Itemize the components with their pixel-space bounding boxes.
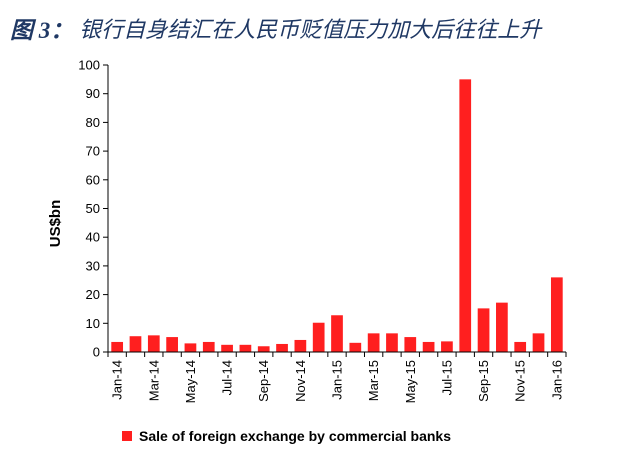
bar [221, 344, 233, 352]
bar [111, 341, 124, 352]
y-tick-label: 90 [86, 86, 100, 101]
x-tick-label: Mar-14 [146, 360, 161, 401]
x-tick-label: Sep-14 [256, 360, 271, 402]
x-tick-label: Nov-15 [513, 360, 528, 402]
y-tick-label: 60 [86, 172, 100, 187]
y-tick-label: 10 [86, 316, 100, 331]
y-tick-label: 0 [93, 345, 100, 360]
bar [550, 277, 563, 352]
chart-title: 图 3： 银行自身结汇在人民币贬值压力加大后往往上升 [10, 8, 630, 48]
y-tick-label: 40 [86, 230, 100, 245]
x-tick-label: Nov-14 [293, 360, 308, 402]
y-axis-ticks: 0 10 20 30 40 50 60 70 80 90 100 [78, 58, 108, 360]
bar [532, 333, 545, 352]
bar [441, 341, 453, 352]
bar [331, 315, 343, 352]
y-tick-label: 100 [78, 58, 100, 73]
bar [496, 302, 508, 352]
y-axis-label: US$bn [47, 200, 64, 248]
x-tick-label: Jan-14 [110, 360, 125, 400]
y-tick-label: 30 [86, 258, 100, 273]
legend-swatch [122, 431, 132, 441]
legend-label: Sale of foreign exchange by commercial b… [139, 428, 451, 444]
x-tick-label: May-15 [403, 360, 418, 403]
x-tick-label: Jan-16 [549, 360, 564, 400]
bar [202, 341, 215, 352]
x-tick-label: Jul-14 [220, 360, 235, 395]
bar [404, 337, 417, 352]
bar-series [111, 79, 563, 352]
y-tick-label: 50 [86, 201, 100, 216]
x-tick-label: Jul-15 [439, 360, 454, 395]
bar [312, 322, 325, 352]
bar [386, 333, 398, 352]
figure-number: 图 3： [10, 18, 74, 43]
bar [184, 343, 197, 352]
bar [514, 341, 527, 352]
x-tick-label: Mar-15 [366, 360, 381, 401]
chart-axes [107, 65, 566, 353]
bar [257, 346, 270, 352]
bar [239, 344, 252, 352]
x-tick-label: Sep-15 [476, 360, 491, 402]
x-tick-label: May-14 [183, 360, 198, 403]
y-tick-label: 80 [86, 115, 100, 130]
bar [422, 341, 435, 352]
bar [349, 342, 362, 352]
bar [294, 339, 307, 352]
bar [276, 343, 288, 352]
bar [129, 336, 142, 352]
figure-title: 银行自身结汇在人民币贬值压力加大后往往上升 [79, 18, 542, 43]
x-axis-ticks: Jan-14 Mar-14 May-14 Jul-14 Sep-14 Nov-14 Jan-… [107, 352, 567, 403]
x-tick-label: Jan-15 [330, 360, 345, 400]
y-tick-label: 20 [86, 287, 100, 302]
bar [147, 335, 160, 352]
bar [459, 79, 472, 352]
bar [477, 308, 490, 352]
legend: Sale of foreign exchange by commercial b… [122, 428, 451, 444]
y-tick-label: 70 [86, 144, 100, 159]
bar [367, 333, 380, 352]
bar [166, 337, 178, 352]
